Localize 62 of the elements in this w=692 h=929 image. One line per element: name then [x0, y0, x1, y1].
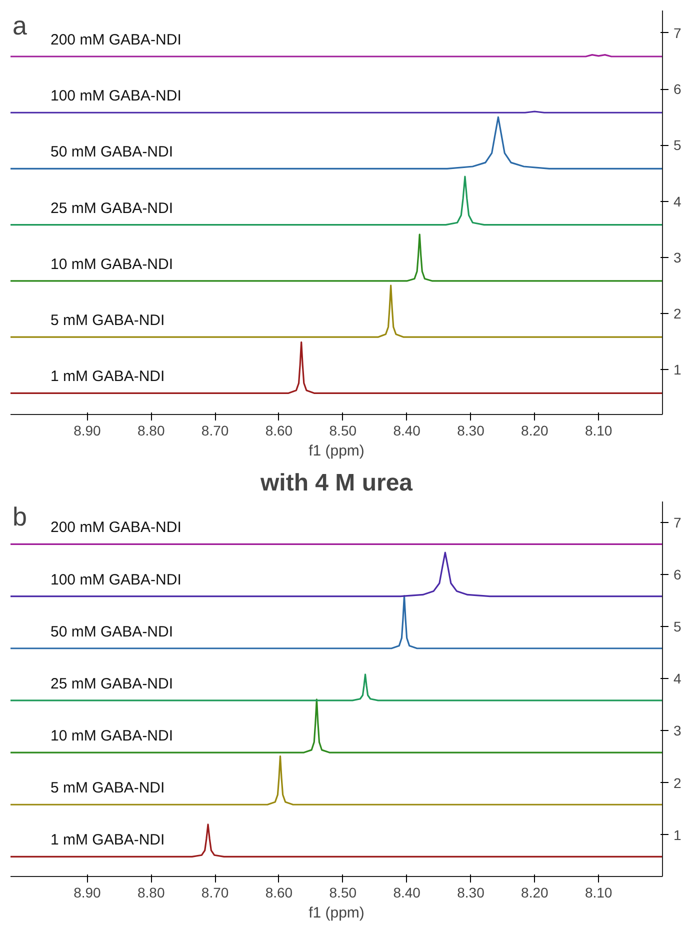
- x-axis-title: f1 (ppm): [308, 442, 364, 460]
- series-label: 25 mM GABA-NDI: [50, 200, 174, 217]
- x-tick-label: 8.70: [201, 422, 229, 438]
- series-label: 50 mM GABA-NDI: [50, 623, 174, 640]
- x-axis-title: f1 (ppm): [308, 904, 364, 922]
- y-tick-label: 3: [674, 722, 682, 739]
- x-tick-label: 8.30: [457, 884, 485, 900]
- line-series: [10, 234, 662, 282]
- y-tick-label: 3: [674, 249, 682, 266]
- line-series: [10, 674, 662, 702]
- annotation: b: [12, 502, 27, 532]
- series-label: 200 mM GABA-NDI: [50, 519, 182, 536]
- y-tick-label: 1: [674, 826, 682, 843]
- x-tick-label: 8.60: [265, 422, 293, 438]
- line-series: [10, 552, 662, 598]
- chart-title: with 4 M urea: [259, 470, 414, 496]
- series-label: 100 mM GABA-NDI: [50, 571, 182, 588]
- y-tick-label: 4: [674, 193, 682, 210]
- x-tick-label: 8.80: [138, 884, 165, 900]
- x-tick-label: 8.10: [584, 884, 612, 900]
- x-tick-label: 8.40: [393, 884, 421, 900]
- x-tick-label: 8.90: [74, 884, 102, 900]
- x-tick-label: 8.50: [329, 422, 357, 438]
- y-tick-label: 7: [674, 514, 682, 530]
- x-tick-label: 8.40: [393, 422, 421, 438]
- line-series: [10, 755, 662, 806]
- y-tick-label: 6: [674, 81, 682, 98]
- y-tick-label: 5: [674, 137, 682, 154]
- y-tick-label: 2: [674, 306, 682, 322]
- series-label: 10 mM GABA-NDI: [50, 728, 174, 745]
- x-tick-label: 8.80: [138, 422, 165, 438]
- line-series: [10, 116, 662, 170]
- series-label: 50 mM GABA-NDI: [50, 144, 174, 161]
- series-label: 5 mM GABA-NDI: [50, 312, 165, 330]
- x-tick-label: 8.10: [584, 422, 612, 438]
- y-tick-label: 1: [674, 362, 682, 378]
- line-series: [10, 824, 662, 858]
- x-tick-label: 8.50: [329, 884, 357, 900]
- line-series: [10, 176, 662, 226]
- series-label: 1 mM GABA-NDI: [50, 832, 165, 849]
- line-series: [10, 341, 662, 394]
- x-tick-label: 8.20: [521, 884, 548, 900]
- series-label: 1 mM GABA-NDI: [50, 368, 165, 386]
- x-tick-label: 8.60: [265, 884, 293, 900]
- x-tick-label: 8.90: [74, 422, 102, 438]
- line-series: [10, 698, 662, 754]
- series-label: 10 mM GABA-NDI: [50, 256, 174, 273]
- line-series: [10, 284, 662, 338]
- y-tick-label: 5: [674, 618, 682, 634]
- y-tick-label: 4: [674, 670, 682, 687]
- x-tick-label: 8.30: [457, 422, 485, 438]
- annotation: a: [12, 10, 28, 40]
- series-label: 200 mM GABA-NDI: [50, 32, 182, 49]
- series-label: 100 mM GABA-NDI: [50, 88, 182, 105]
- x-tick-label: 8.20: [521, 422, 548, 438]
- y-tick-label: 7: [674, 24, 682, 41]
- y-tick-label: 2: [674, 774, 682, 791]
- x-tick-label: 8.70: [201, 884, 229, 900]
- y-tick-label: 6: [674, 566, 682, 582]
- series-label: 5 mM GABA-NDI: [50, 780, 165, 797]
- series-label: 25 mM GABA-NDI: [50, 675, 174, 692]
- line-series: [10, 594, 662, 650]
